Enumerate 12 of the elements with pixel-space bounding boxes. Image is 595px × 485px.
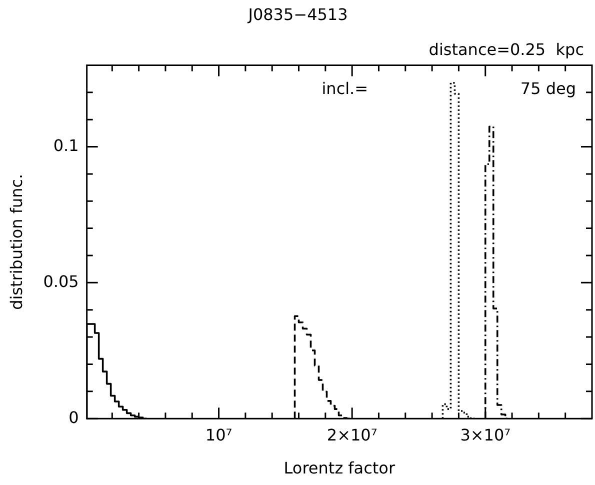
annotation: 75 deg xyxy=(520,79,576,98)
x-axis-title: Lorentz factor xyxy=(284,458,396,478)
y-tick-label: 0.1 xyxy=(53,136,79,155)
y-axis-title: distribution func. xyxy=(6,174,26,310)
annotation: incl.= xyxy=(322,79,368,98)
y-tick-label: 0.05 xyxy=(43,272,79,291)
x-tick-label: 10⁷ xyxy=(205,425,232,444)
chart-title: J0835−4513 xyxy=(247,4,348,24)
text: distance=0.25 kpc xyxy=(428,40,584,60)
y-tick-label: 0 xyxy=(68,408,79,427)
x-tick-label: 3×10⁷ xyxy=(460,425,511,444)
x-tick-label: 2×10⁷ xyxy=(326,425,378,444)
